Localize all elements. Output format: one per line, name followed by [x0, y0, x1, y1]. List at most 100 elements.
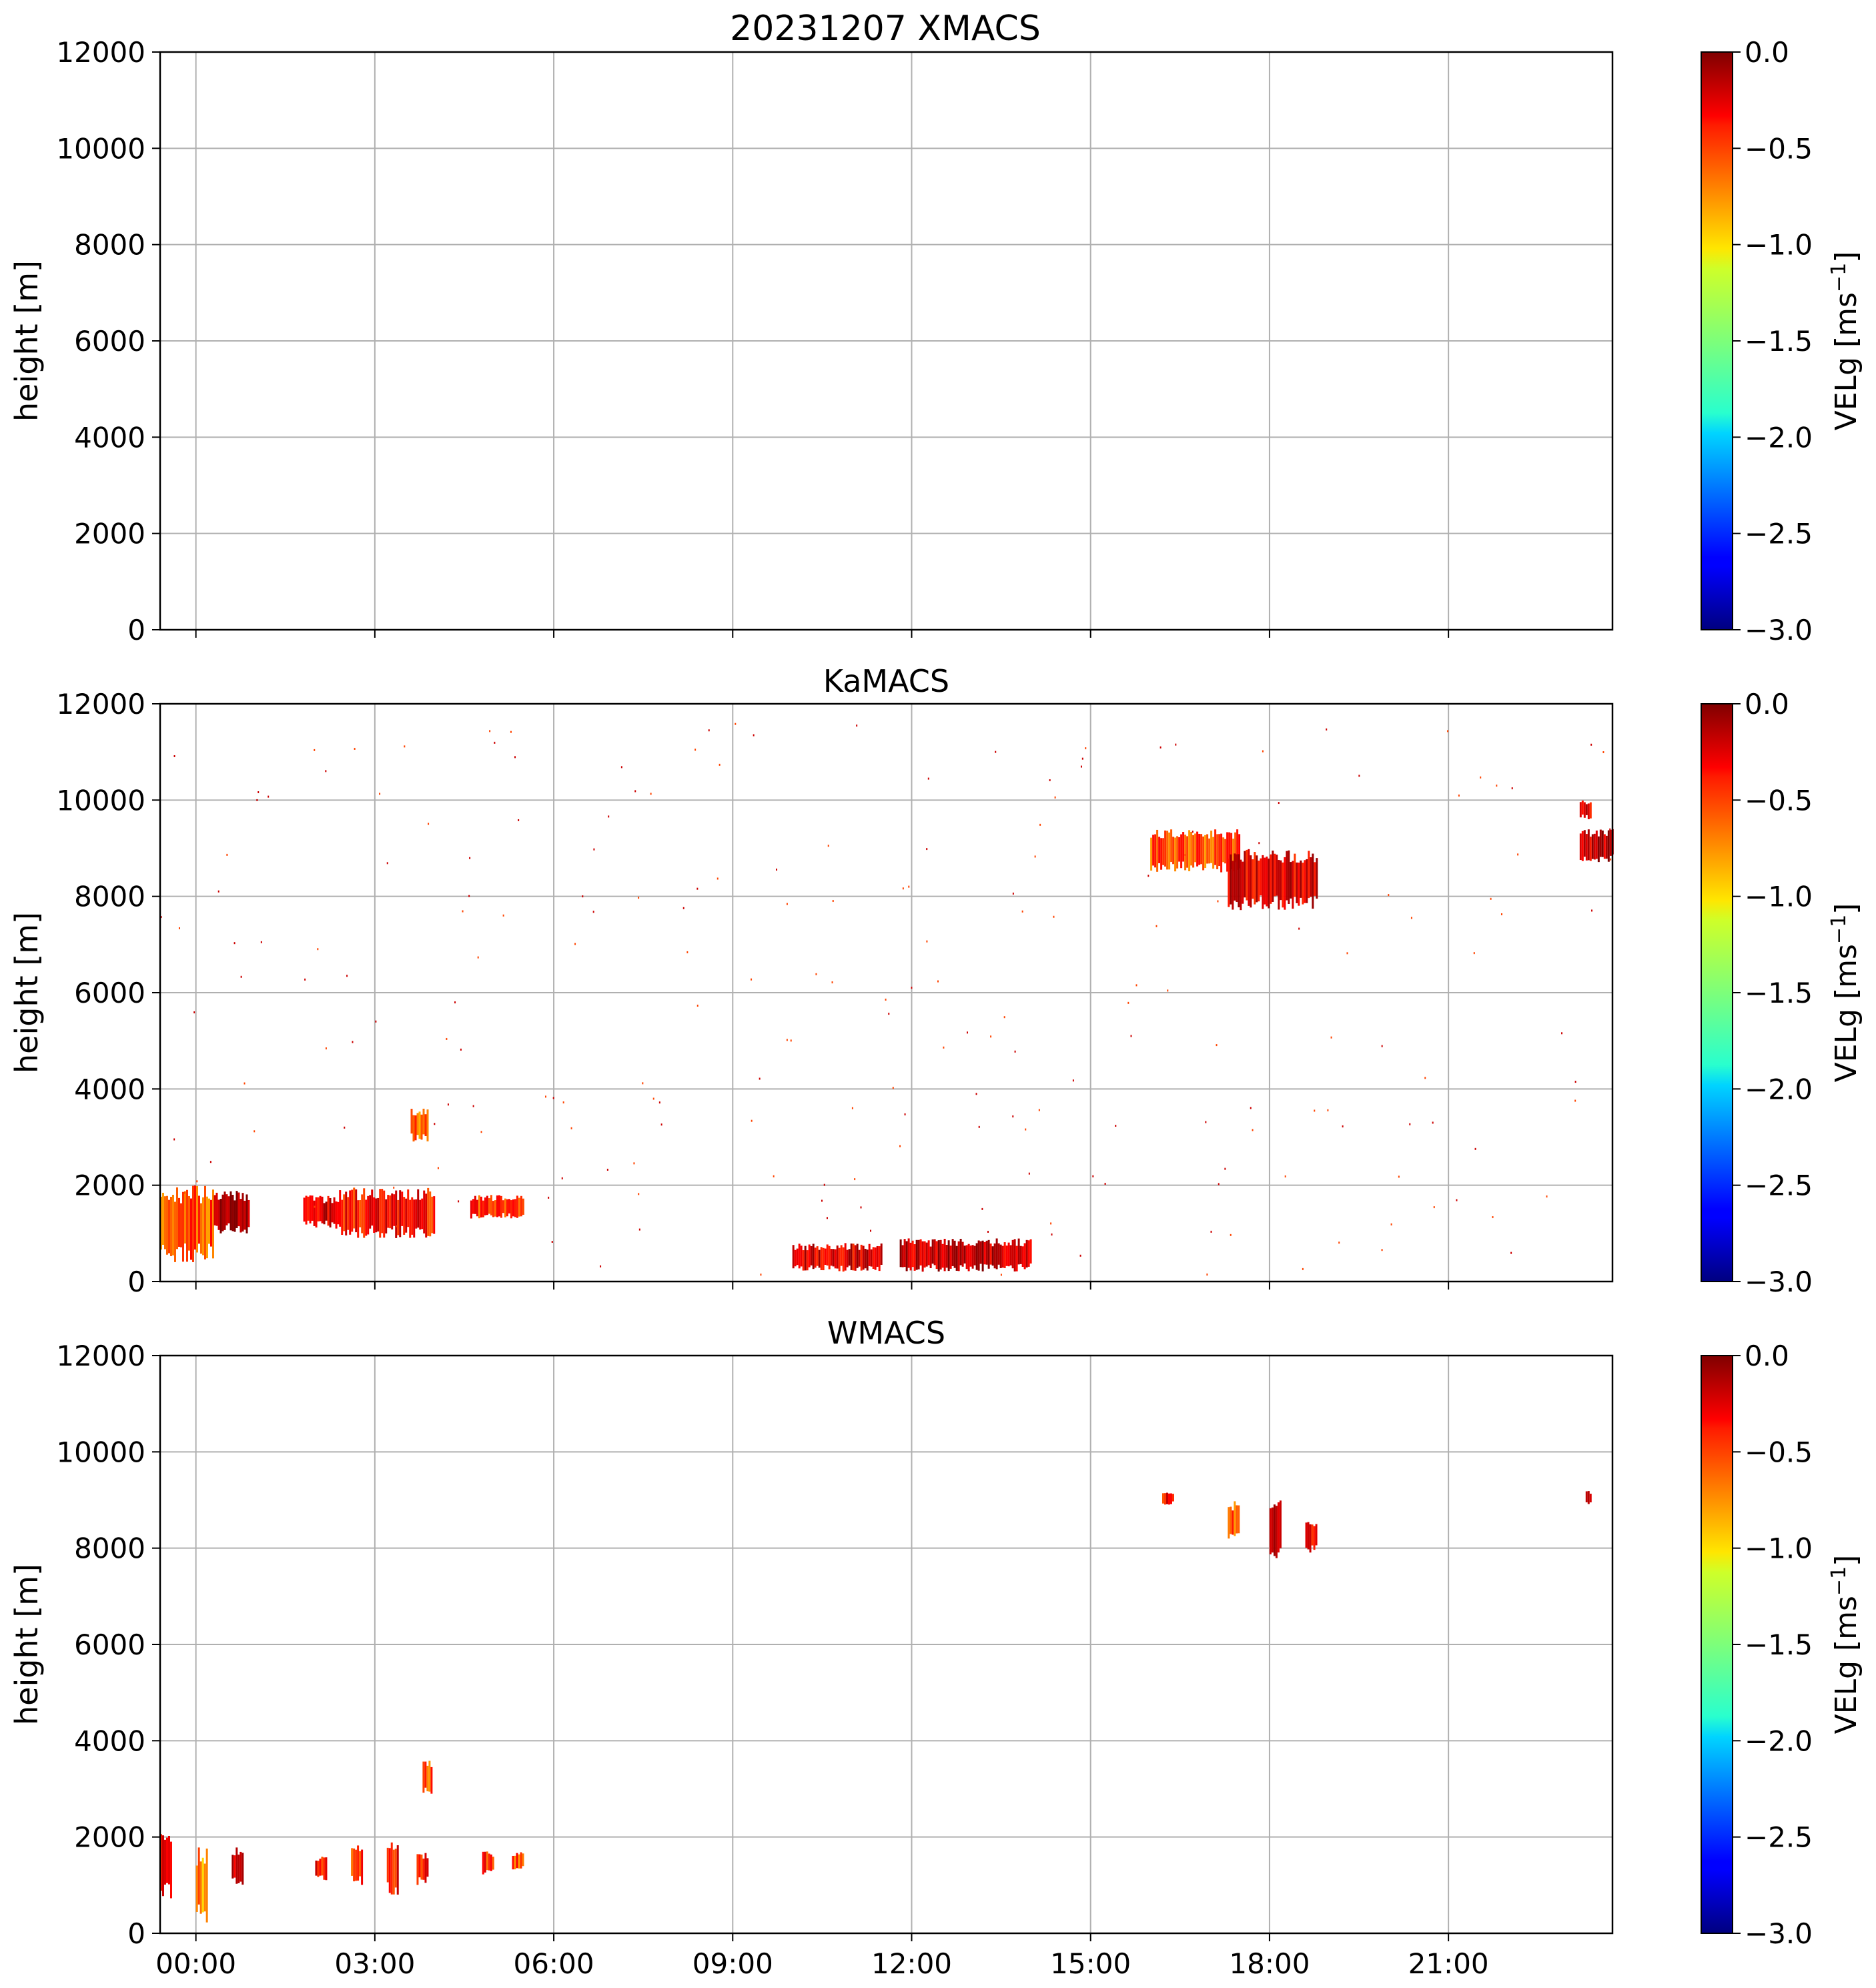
- echo-streak: [315, 1861, 318, 1876]
- echo-streak: [949, 1246, 952, 1269]
- echo-streak: [319, 1195, 322, 1221]
- noise-point: [325, 770, 327, 773]
- echo-streak: [168, 1199, 170, 1254]
- echo-streak: [1238, 854, 1240, 908]
- noise-point: [790, 1039, 792, 1042]
- echo-streak: [1270, 854, 1272, 904]
- echo-streak: [242, 1853, 244, 1885]
- echo-streak: [1242, 861, 1244, 904]
- echo-streak: [419, 1199, 422, 1230]
- noise-point: [1480, 776, 1482, 779]
- echo-streak: [476, 1199, 478, 1217]
- echo-streak: [221, 1194, 224, 1231]
- noise-point: [447, 1103, 449, 1106]
- echo-streak: [498, 1195, 500, 1217]
- noise-point: [256, 799, 258, 801]
- echo-streak: [373, 1197, 376, 1233]
- echo-streak: [192, 1185, 194, 1262]
- noise-point: [1000, 1274, 1002, 1276]
- noise-point: [1206, 1274, 1208, 1276]
- echo-streak: [420, 1114, 423, 1140]
- noise-point: [1447, 730, 1449, 732]
- echo-streak: [854, 1245, 857, 1271]
- echo-streak: [486, 1195, 488, 1215]
- noise-point: [1014, 1050, 1016, 1053]
- echo-streak: [367, 1195, 370, 1235]
- echo-streak: [1154, 834, 1157, 868]
- echo-streak: [814, 1248, 817, 1268]
- noise-point: [1155, 925, 1157, 927]
- echo-streak: [388, 1848, 391, 1893]
- colorbar-tick-label: −2.0: [1745, 1073, 1813, 1105]
- panel-title: KaMACS: [823, 663, 949, 699]
- echo-streak: [1272, 851, 1274, 902]
- echo-streak: [1292, 861, 1294, 909]
- echo-streak: [490, 1195, 492, 1215]
- echo-streak: [426, 1765, 429, 1792]
- y-tick-label: 12000: [56, 688, 145, 720]
- echo-streak: [490, 1854, 492, 1871]
- noise-point: [1021, 910, 1023, 913]
- noise-point: [1159, 746, 1161, 749]
- echo-streak: [236, 1847, 238, 1884]
- noise-point: [379, 793, 381, 795]
- echo-streak: [1167, 1493, 1170, 1505]
- echo-streak: [422, 1108, 425, 1135]
- echo-streak: [1234, 832, 1237, 863]
- noise-point: [1115, 1125, 1117, 1127]
- echo-streak: [396, 1845, 399, 1895]
- echo-streak: [969, 1246, 972, 1267]
- y-tick-label: 8000: [74, 1532, 145, 1565]
- noise-point: [1574, 1099, 1576, 1102]
- echo-streak: [412, 1115, 415, 1142]
- echo-region: [1305, 1522, 1318, 1553]
- echo-streak: [798, 1244, 801, 1269]
- echo-streak: [993, 1243, 996, 1269]
- echo-streak: [858, 1250, 861, 1267]
- noise-point: [1346, 952, 1348, 955]
- echo-streak: [474, 1195, 476, 1214]
- panel-3: 0 2000 4000 6000 8000 10000 12000 00:00 03:00 06:…: [9, 1315, 1863, 1980]
- noise-point: [620, 766, 622, 769]
- echo-streak: [1309, 1524, 1312, 1553]
- echo-streak: [1023, 1243, 1026, 1270]
- echo-streak: [205, 1848, 208, 1923]
- noise-point: [633, 1162, 635, 1165]
- echo-streak: [401, 1191, 404, 1226]
- echo-streak: [172, 1194, 174, 1256]
- echo-streak: [359, 1200, 362, 1227]
- noise-point: [346, 975, 348, 977]
- echo-streak: [1597, 836, 1600, 863]
- noise-point: [1546, 1195, 1548, 1198]
- echo-streak: [377, 1197, 380, 1231]
- echo-streak: [162, 1835, 164, 1897]
- echo-streak: [389, 1195, 392, 1229]
- echo-streak: [901, 1245, 904, 1268]
- noise-point: [926, 940, 928, 943]
- noise-point: [173, 755, 175, 758]
- echo-streak: [997, 1243, 1000, 1265]
- noise-point: [851, 1107, 853, 1109]
- echo-streak: [321, 1857, 324, 1876]
- echo-streak: [1262, 855, 1264, 909]
- echo-region: [1585, 1491, 1592, 1504]
- noise-point: [608, 815, 610, 818]
- noise-point: [854, 1178, 856, 1181]
- echo-streak: [416, 1854, 419, 1885]
- echo-streak: [422, 1761, 425, 1793]
- echo-streak: [199, 1861, 202, 1914]
- noise-point: [592, 911, 594, 913]
- echo-streak: [508, 1199, 510, 1213]
- echo-streak: [830, 1249, 833, 1266]
- echo-streak: [351, 1848, 354, 1876]
- noise-point: [1410, 917, 1412, 919]
- echo-streak: [240, 1199, 242, 1233]
- noise-point: [926, 848, 928, 851]
- noise-point: [1051, 1233, 1053, 1235]
- echo-streak: [514, 1199, 516, 1217]
- echo-streak: [965, 1245, 968, 1270]
- echo-streak: [1169, 1493, 1172, 1504]
- echo-streak: [862, 1246, 865, 1270]
- echo-streak: [319, 1859, 322, 1876]
